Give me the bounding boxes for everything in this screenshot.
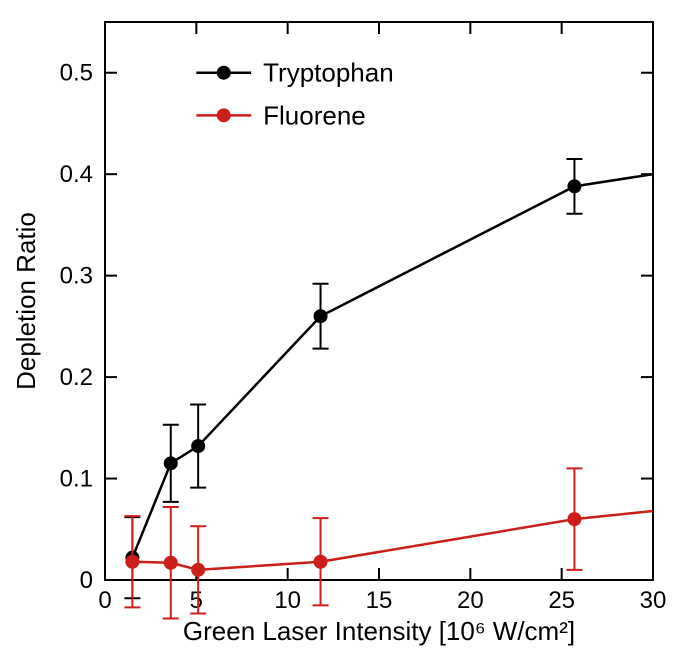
data-marker bbox=[314, 555, 328, 569]
chart-container: 0 5 10 15 20 25 30 0 0.1 0.2 0.3 0.4 0.5 Green Laser … bbox=[0, 0, 675, 662]
data-marker bbox=[164, 456, 178, 470]
legend-marker bbox=[217, 66, 231, 80]
data-marker bbox=[314, 309, 328, 323]
x-tick-label: 5 bbox=[190, 587, 203, 614]
data-marker bbox=[567, 179, 581, 193]
legend-label: Fluorene bbox=[263, 100, 366, 130]
x-tick-label: 15 bbox=[366, 587, 393, 614]
y-tick-label: 0.2 bbox=[60, 364, 93, 391]
y-tick-label: 0 bbox=[80, 567, 93, 594]
data-marker bbox=[191, 439, 205, 453]
x-tick-label: 0 bbox=[98, 587, 111, 614]
y-tick-label: 0.3 bbox=[60, 263, 93, 290]
legend-marker bbox=[217, 108, 231, 122]
plot-frame bbox=[105, 22, 653, 580]
x-tick-label: 25 bbox=[548, 587, 575, 614]
depletion-ratio-chart: 0 5 10 15 20 25 30 0 0.1 0.2 0.3 0.4 0.5 Green Laser … bbox=[0, 0, 675, 662]
x-axis-label: Green Laser Intensity [10⁶ W/cm²] bbox=[183, 616, 575, 646]
x-tick-label: 10 bbox=[274, 587, 301, 614]
data-marker bbox=[191, 563, 205, 577]
legend-label: Tryptophan bbox=[263, 58, 394, 88]
x-tick-label: 20 bbox=[457, 587, 484, 614]
y-axis-label: Depletion Ratio bbox=[11, 212, 41, 390]
x-tick-label: 30 bbox=[640, 587, 667, 614]
y-tick-label: 0.1 bbox=[60, 466, 93, 493]
data-marker bbox=[567, 512, 581, 526]
data-marker bbox=[125, 555, 139, 569]
data-marker bbox=[164, 556, 178, 570]
y-tick-label: 0.4 bbox=[60, 161, 93, 188]
y-tick-label: 0.5 bbox=[60, 60, 93, 87]
